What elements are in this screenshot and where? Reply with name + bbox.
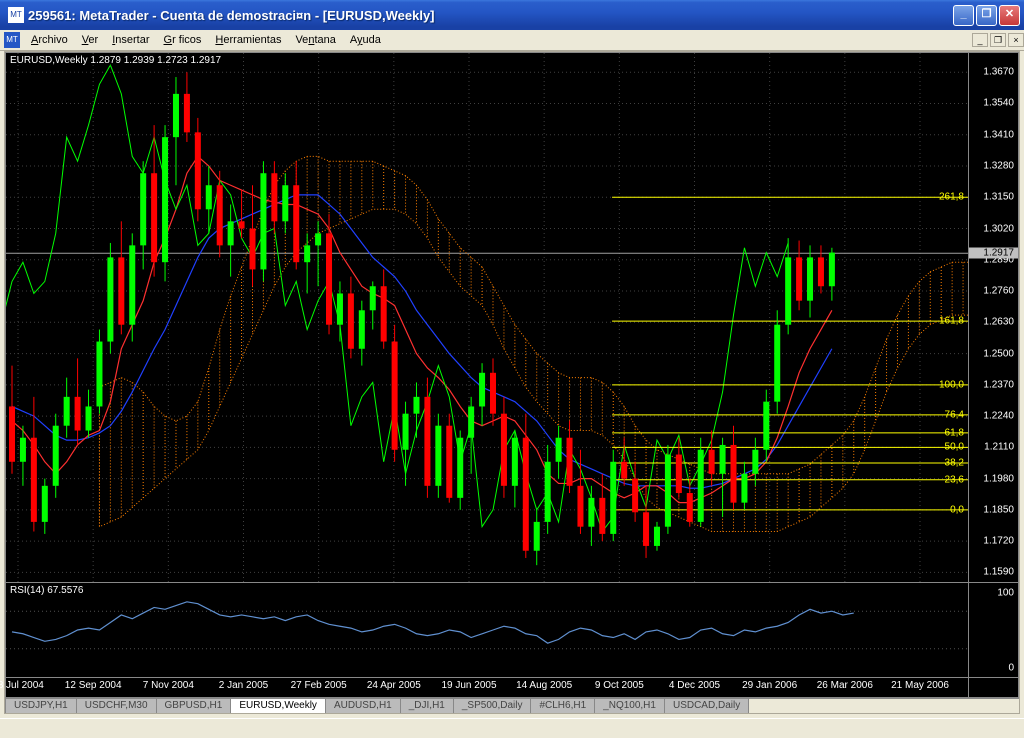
tab-audusdh1[interactable]: AUDUSD,H1 bbox=[325, 699, 401, 713]
fib-label: 0,0 bbox=[950, 504, 964, 515]
price-tick: 1.2760 bbox=[983, 286, 1014, 297]
status-bar bbox=[0, 718, 1024, 738]
time-tick: 14 Aug 2005 bbox=[516, 680, 572, 691]
menu-ver[interactable]: Ver bbox=[75, 32, 106, 48]
window-title: 259561: MetaTrader - Cuenta de demostrac… bbox=[28, 8, 953, 23]
window-titlebar: MT 259561: MetaTrader - Cuenta de demost… bbox=[0, 0, 1024, 30]
tab-usdchfm30[interactable]: USDCHF,M30 bbox=[76, 699, 157, 713]
app-icon: MT bbox=[8, 7, 24, 23]
tab-_djih1[interactable]: _DJI,H1 bbox=[400, 699, 454, 713]
menu-bar: MT ArchivoVerInsertarGr ficosHerramienta… bbox=[0, 30, 1024, 51]
rsi-tick: 0 bbox=[1008, 663, 1014, 674]
current-price-marker: 1.2917 bbox=[969, 248, 1018, 259]
price-tick: 1.2630 bbox=[983, 317, 1014, 328]
tab-usdcaddaily[interactable]: USDCAD,Daily bbox=[664, 699, 749, 713]
mdi-restore-button[interactable]: ❐ bbox=[990, 33, 1006, 47]
maximize-button[interactable]: ❐ bbox=[976, 5, 997, 26]
time-tick: 21 May 2006 bbox=[891, 680, 949, 691]
price-tick: 1.2370 bbox=[983, 379, 1014, 390]
time-tick: 26 Mar 2006 bbox=[817, 680, 873, 691]
fib-label: 76,4 bbox=[945, 409, 964, 420]
fib-label: 38,2 bbox=[945, 457, 964, 468]
mdi-app-icon[interactable]: MT bbox=[4, 32, 20, 48]
time-axis-corner bbox=[969, 678, 1019, 698]
price-tick: 1.3410 bbox=[983, 129, 1014, 140]
menu-ayuda[interactable]: Ayuda bbox=[343, 32, 388, 48]
fib-label: 100,0 bbox=[939, 379, 964, 390]
price-tick: 1.3670 bbox=[983, 67, 1014, 78]
price-tick: 1.2240 bbox=[983, 411, 1014, 422]
chart-symbol-label: EURUSD,Weekly 1.2879 1.2939 1.2723 1.291… bbox=[10, 55, 221, 66]
time-tick: 19 Jun 2005 bbox=[441, 680, 496, 691]
tab-clh6h1[interactable]: #CLH6,H1 bbox=[530, 699, 595, 713]
price-tick: 1.1980 bbox=[983, 473, 1014, 484]
price-tick: 1.2500 bbox=[983, 348, 1014, 359]
menu-herramientas[interactable]: Herramientas bbox=[208, 32, 288, 48]
time-tick: 24 Apr 2005 bbox=[367, 680, 421, 691]
minimize-button[interactable]: _ bbox=[953, 5, 974, 26]
menu-insertar[interactable]: Insertar bbox=[105, 32, 156, 48]
fib-label: 261,8 bbox=[939, 192, 964, 203]
price-tick: 1.3540 bbox=[983, 98, 1014, 109]
time-tick: 9 Oct 2005 bbox=[595, 680, 644, 691]
chart-container: EURUSD,Weekly 1.2879 1.2939 1.2723 1.291… bbox=[5, 52, 1019, 713]
time-tick: 12 Sep 2004 bbox=[65, 680, 122, 691]
price-tick: 1.3150 bbox=[983, 192, 1014, 203]
main-chart[interactable]: EURUSD,Weekly 1.2879 1.2939 1.2723 1.291… bbox=[5, 52, 969, 583]
menu-archivo[interactable]: Archivo bbox=[24, 32, 75, 48]
time-tick: 29 Jan 2006 bbox=[742, 680, 797, 691]
time-tick: 2 Jan 2005 bbox=[219, 680, 269, 691]
rsi-chart[interactable]: RSI(14) 67.5576 bbox=[5, 583, 969, 678]
tab-gbpusdh1[interactable]: GBPUSD,H1 bbox=[156, 699, 232, 713]
tab-_nq100h1[interactable]: _NQ100,H1 bbox=[594, 699, 665, 713]
menu-ventana[interactable]: Ventana bbox=[288, 32, 342, 48]
fib-label: 61,8 bbox=[945, 427, 964, 438]
time-axis: 18 Jul 200412 Sep 20047 Nov 20042 Jan 20… bbox=[5, 678, 969, 698]
price-tick: 1.3020 bbox=[983, 223, 1014, 234]
mdi-minimize-button[interactable]: _ bbox=[972, 33, 988, 47]
tab-_sp500daily[interactable]: _SP500,Daily bbox=[453, 699, 532, 713]
tab-usdjpyh1[interactable]: USDJPY,H1 bbox=[5, 699, 77, 713]
time-tick: 27 Feb 2005 bbox=[291, 680, 347, 691]
tab-eurusdweekly[interactable]: EURUSD,Weekly bbox=[230, 699, 326, 713]
menu-gr-ficos[interactable]: Gr ficos bbox=[157, 32, 209, 48]
time-tick: 18 Jul 2004 bbox=[0, 680, 44, 691]
time-tick: 4 Dec 2005 bbox=[669, 680, 720, 691]
rsi-axis: 100 0 bbox=[969, 583, 1019, 678]
rsi-label: RSI(14) 67.5576 bbox=[10, 585, 83, 596]
workspace: EURUSD,Weekly 1.2879 1.2939 1.2723 1.291… bbox=[4, 51, 1020, 714]
rsi-tick: 100 bbox=[997, 588, 1014, 599]
price-tick: 1.3280 bbox=[983, 161, 1014, 172]
chart-tabs: USDJPY,H1USDCHF,M30GBPUSD,H1EURUSD,Weekl… bbox=[5, 698, 1019, 713]
time-tick: 7 Nov 2004 bbox=[143, 680, 194, 691]
price-tick: 1.1590 bbox=[983, 567, 1014, 578]
mdi-close-button[interactable]: × bbox=[1008, 33, 1024, 47]
price-axis: 1.36701.35401.34101.32801.31501.30201.28… bbox=[969, 52, 1019, 583]
price-tick: 1.2110 bbox=[984, 442, 1014, 453]
price-tick: 1.1720 bbox=[983, 536, 1014, 547]
fib-label: 23,6 bbox=[945, 474, 964, 485]
price-tick: 1.1850 bbox=[983, 504, 1014, 515]
fib-label: 161,8 bbox=[939, 316, 964, 327]
fib-label: 50,0 bbox=[945, 442, 964, 453]
close-button[interactable]: ✕ bbox=[999, 5, 1020, 26]
